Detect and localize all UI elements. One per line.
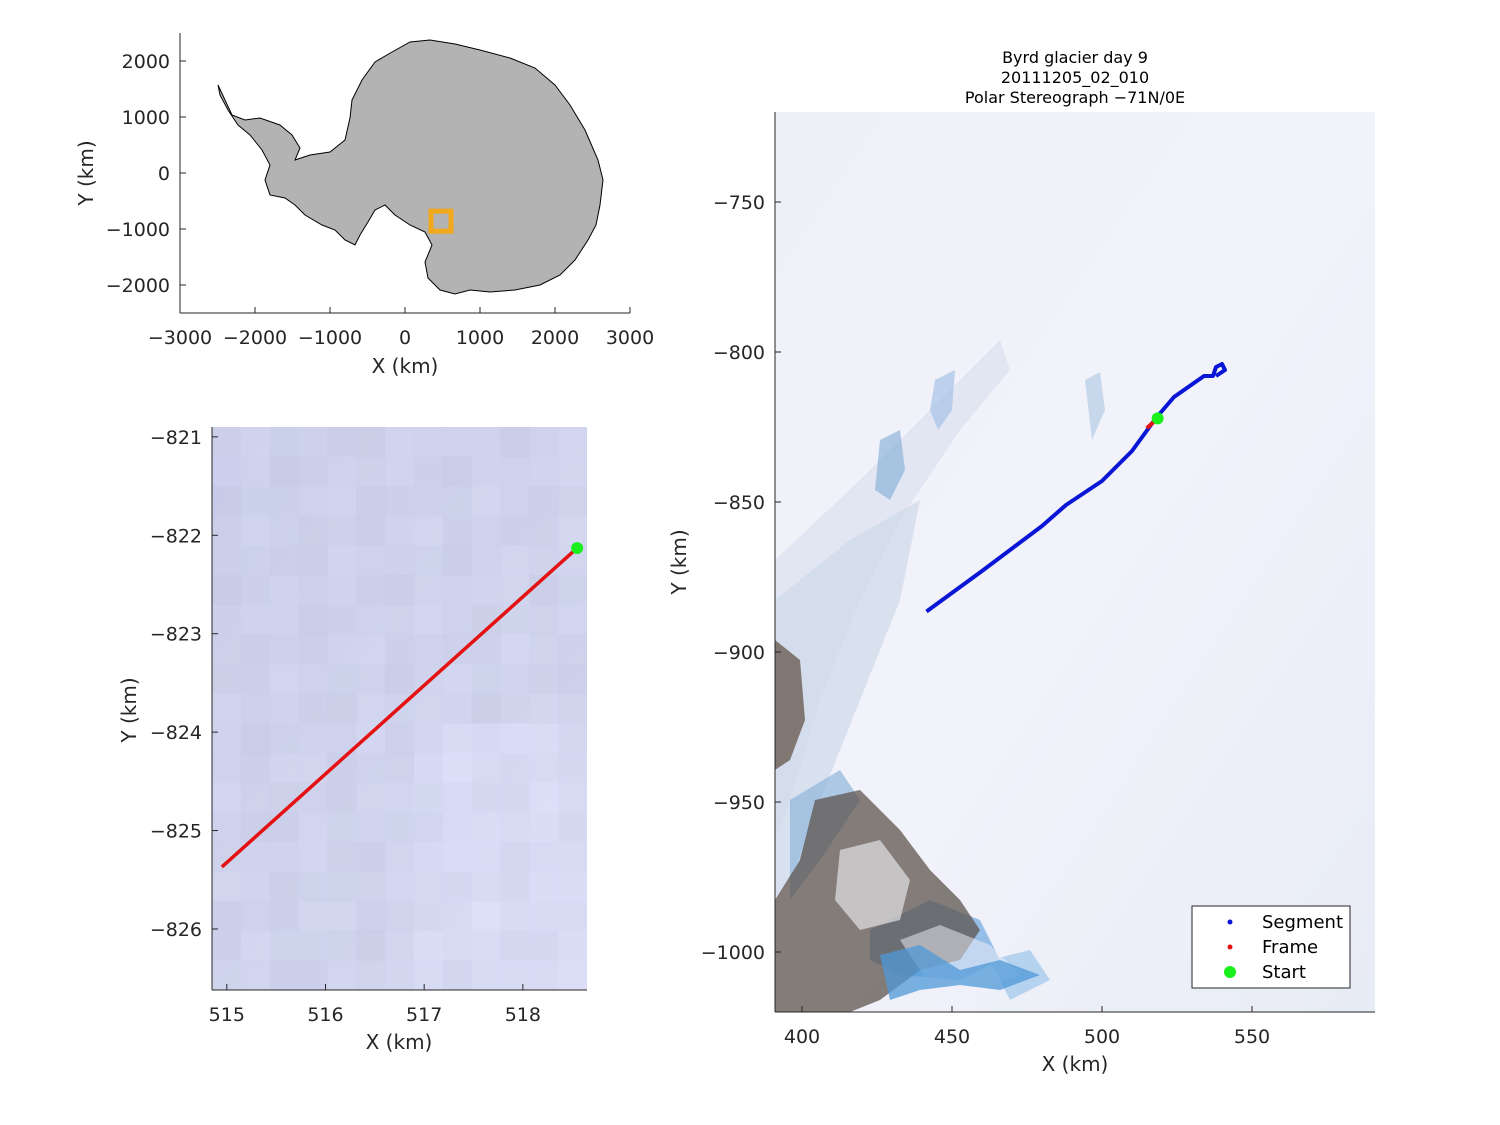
main-x-tick-label: 500 bbox=[1084, 1026, 1120, 1048]
overview-x-tick-label: −3000 bbox=[148, 327, 212, 349]
zoom-start-marker bbox=[571, 542, 584, 555]
overview-x-tick-label: −1000 bbox=[298, 327, 362, 349]
overview-x-tick-label: 0 bbox=[399, 327, 411, 349]
main-x-tick-label: 400 bbox=[784, 1026, 820, 1048]
legend-segment-swatch bbox=[1227, 919, 1233, 925]
legend: Segment Frame Start bbox=[1191, 905, 1351, 989]
main-y-tick-label: −750 bbox=[713, 192, 765, 214]
antarctica-landmass bbox=[217, 39, 604, 295]
legend-start-swatch bbox=[1224, 966, 1236, 978]
overview-x-tick-label: 2000 bbox=[531, 327, 579, 349]
main-y-tick-label: −1000 bbox=[701, 942, 765, 964]
main-y-tick-label: −950 bbox=[713, 792, 765, 814]
overview-x-tick-label: −2000 bbox=[223, 327, 287, 349]
location-marker bbox=[428, 208, 454, 234]
overview-y-tick-label: 0 bbox=[158, 163, 170, 185]
legend-box bbox=[1191, 905, 1351, 989]
overview-x-ticks: −3000 −2000 −1000 0 1000 2000 3000 bbox=[148, 307, 654, 349]
legend-frame-swatch bbox=[1227, 944, 1233, 950]
zoom-x-tick-label: 517 bbox=[406, 1004, 442, 1026]
main-map: Byrd glacier day 9 20111205_02_010 Polar… bbox=[667, 48, 1375, 1076]
map-title-line-2: 20111205_02_010 bbox=[1001, 68, 1149, 88]
zoom-y-tick-label: −821 bbox=[150, 427, 202, 449]
legend-frame-label: Frame bbox=[1262, 937, 1318, 958]
overview-x-tick-label: 1000 bbox=[456, 327, 504, 349]
overview-y-tick-label: 1000 bbox=[122, 107, 170, 129]
overview-map: −3000 −2000 −1000 0 1000 2000 3000 −2000 −1000 0… bbox=[74, 33, 654, 378]
main-y-label: Y (km) bbox=[667, 529, 691, 595]
zoom-x-tick-label: 515 bbox=[209, 1004, 245, 1026]
overview-y-tick-label: −2000 bbox=[106, 275, 170, 297]
start-marker bbox=[1151, 412, 1164, 425]
overview-y-tick-label: −1000 bbox=[106, 219, 170, 241]
zoom-y-label: Y (km) bbox=[117, 677, 141, 743]
main-x-tick-label: 450 bbox=[934, 1026, 970, 1048]
zoom-y-ticks: −821 −822 −823 −824 −825 −826 bbox=[150, 427, 218, 941]
zoom-x-tick-label: 518 bbox=[505, 1004, 541, 1026]
zoom-imagery-pixels bbox=[212, 427, 587, 990]
segment-track-line bbox=[925, 362, 1227, 614]
zoom-y-tick-label: −823 bbox=[150, 624, 202, 646]
map-title-line-3: Polar Stereograph −71N/0E bbox=[965, 88, 1185, 107]
legend-start-label: Start bbox=[1262, 962, 1306, 983]
main-y-ticks: −750 −800 −850 −900 −950 −1000 bbox=[701, 192, 781, 964]
overview-y-ticks: −2000 −1000 0 1000 2000 bbox=[106, 51, 186, 297]
zoom-x-tick-label: 516 bbox=[307, 1004, 343, 1026]
overview-x-label: X (km) bbox=[372, 354, 439, 378]
main-y-tick-label: −900 bbox=[713, 642, 765, 664]
satellite-imagery bbox=[775, 112, 1375, 1012]
zoom-y-tick-label: −824 bbox=[150, 722, 202, 744]
overview-y-tick-label: 2000 bbox=[122, 51, 170, 73]
zoom-x-ticks: 515 516 517 518 bbox=[209, 984, 541, 1026]
main-x-label: X (km) bbox=[1042, 1052, 1109, 1076]
zoom-y-tick-label: −826 bbox=[150, 919, 202, 941]
main-x-ticks: 400 450 500 550 bbox=[784, 1006, 1270, 1048]
map-title-line-1: Byrd glacier day 9 bbox=[1002, 48, 1148, 67]
zoom-map: 515 516 517 518 −821 −822 −823 −824 −825 −826 X … bbox=[117, 427, 587, 1054]
zoom-x-label: X (km) bbox=[366, 1030, 433, 1054]
zoom-y-tick-label: −822 bbox=[150, 525, 202, 547]
zoom-frame-line bbox=[220, 546, 579, 869]
main-y-tick-label: −850 bbox=[713, 492, 765, 514]
overview-y-label: Y (km) bbox=[74, 140, 98, 206]
zoom-y-tick-label: −825 bbox=[150, 821, 202, 843]
main-x-tick-label: 550 bbox=[1234, 1026, 1270, 1048]
overview-x-tick-label: 3000 bbox=[606, 327, 654, 349]
legend-segment-label: Segment bbox=[1262, 912, 1343, 933]
main-y-tick-label: −800 bbox=[713, 342, 765, 364]
